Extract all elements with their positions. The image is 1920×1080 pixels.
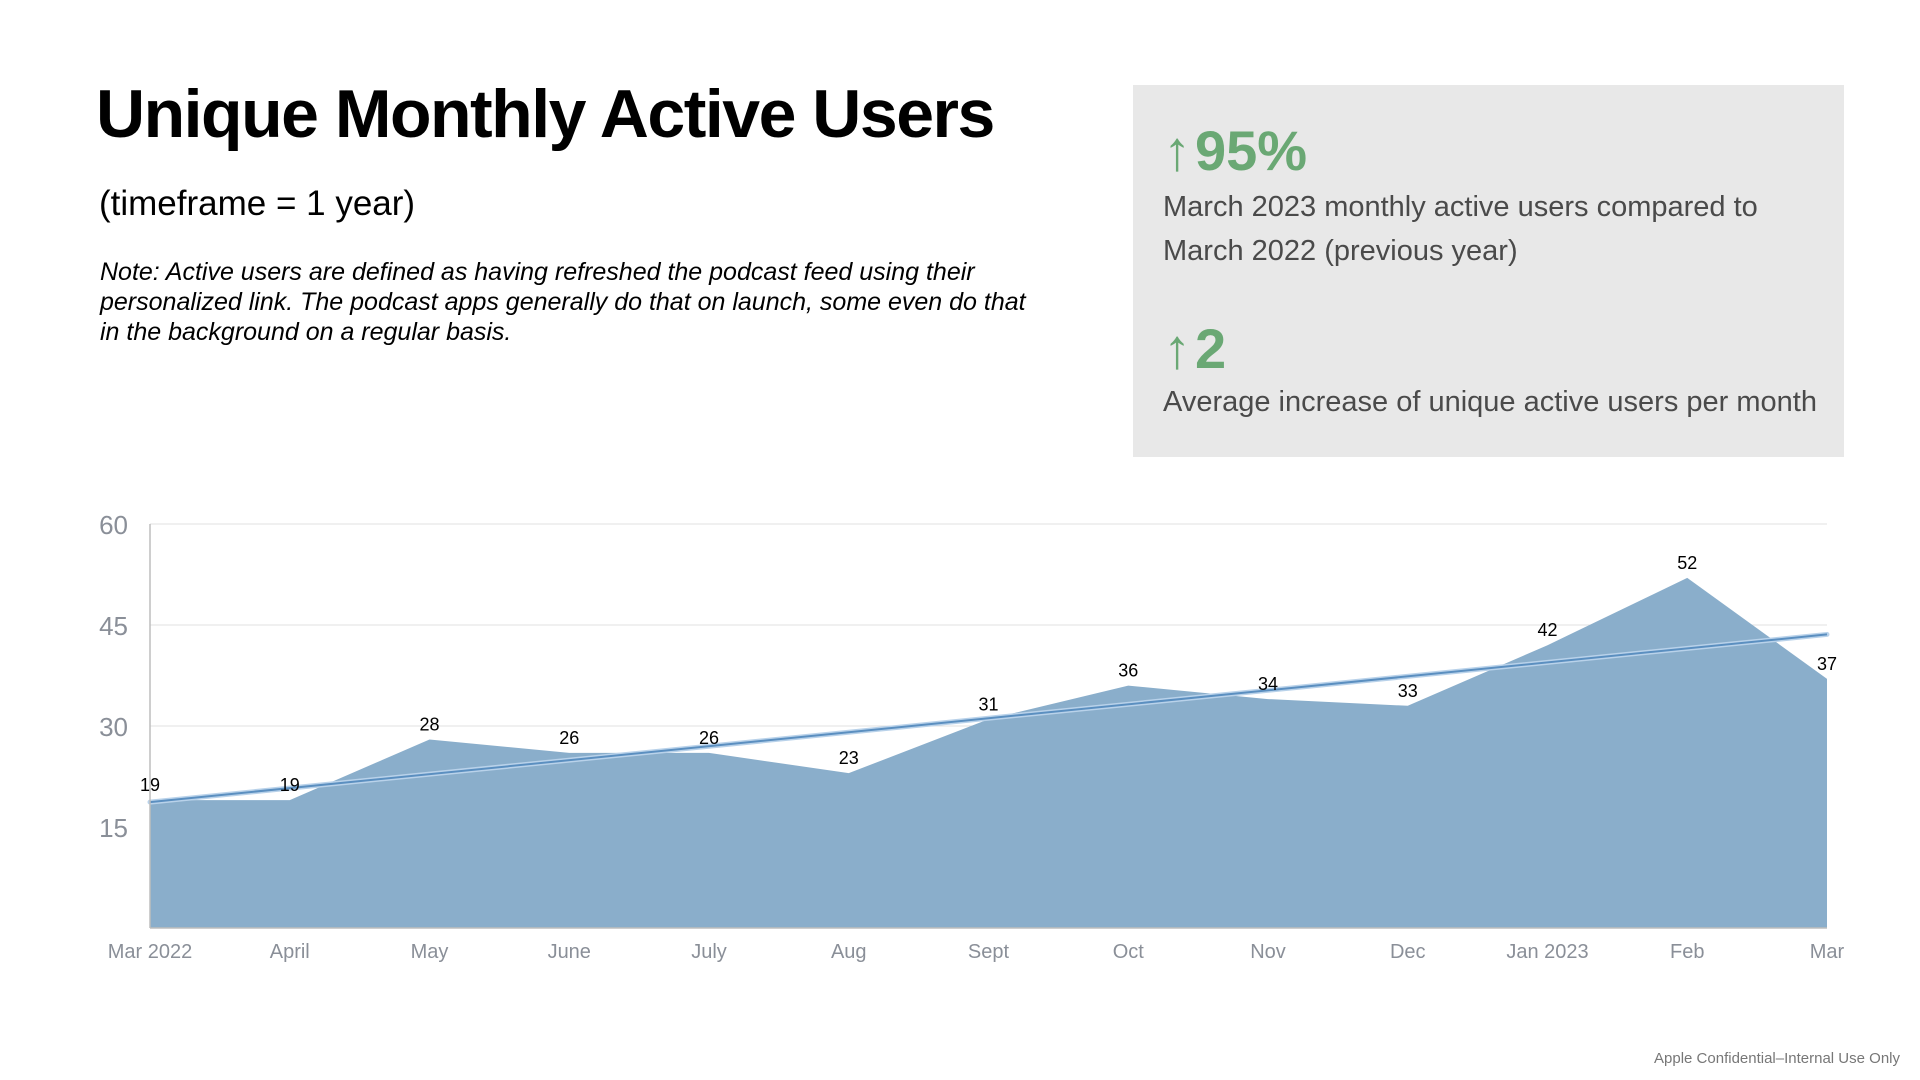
x-tick-label: June	[548, 941, 591, 963]
area-series-fill	[150, 577, 1827, 928]
area-series	[150, 577, 1827, 928]
active-users-chart: 19 19 28 26 26 23 31 36 34 33 42 52 37 15 30 45 60 Mar …	[99, 510, 1845, 963]
stat-yoy-value: ↑ 95%	[1163, 123, 1307, 179]
x-tick-label: May	[411, 941, 449, 963]
stat-yoy-number: 95%	[1195, 119, 1308, 182]
data-label: 26	[559, 728, 579, 748]
data-label: 23	[839, 748, 859, 768]
x-tick-label: July	[691, 941, 727, 963]
y-tick-label: 45	[99, 611, 128, 641]
stats-panel: ↑ 95% March 2023 monthly active users co…	[1133, 85, 1844, 457]
x-tick-label: Mar	[1810, 941, 1845, 963]
data-label: 42	[1537, 620, 1557, 640]
y-tick-labels: 15 30 45 60	[99, 510, 128, 843]
y-tick-label: 30	[99, 712, 128, 742]
data-label: 31	[978, 694, 998, 714]
stat-monthly-value: ↑ 2	[1163, 321, 1226, 377]
data-label: 33	[1398, 681, 1418, 701]
data-label: 19	[140, 775, 160, 795]
x-tick-label: April	[270, 941, 310, 963]
y-tick-label: 60	[99, 510, 128, 540]
x-tick-labels: Mar 2022 April May June July Aug Sept Oct Nov Dec…	[108, 941, 1845, 963]
x-tick-label: Mar 2022	[108, 941, 193, 963]
data-label: 52	[1677, 553, 1697, 573]
confidential-footer: Apple Confidential–Internal Use Only	[1654, 1050, 1900, 1067]
arrow-up-icon: ↑	[1163, 317, 1191, 380]
x-tick-label: Jan 2023	[1506, 941, 1588, 963]
stat-yoy-description: March 2023 monthly active users compared…	[1163, 191, 1758, 267]
y-tick-label: 15	[99, 813, 128, 843]
x-tick-label: Dec	[1390, 941, 1426, 963]
axes	[149, 524, 1827, 929]
data-label: 34	[1258, 674, 1278, 694]
x-tick-label: Oct	[1113, 941, 1145, 963]
data-label: 26	[699, 728, 719, 748]
x-tick-label: Nov	[1250, 941, 1286, 963]
data-labels: 19 19 28 26 26 23 31 36 34 33 42 52 37	[140, 553, 1837, 795]
data-label: 19	[280, 775, 300, 795]
data-label: 28	[419, 714, 439, 734]
stat-monthly-number: 2	[1195, 317, 1227, 380]
x-tick-label: Feb	[1670, 941, 1704, 963]
trend-line-group	[147, 631, 1830, 805]
x-tick-label: Sept	[968, 941, 1010, 963]
stat-monthly-description: Average increase of unique active users …	[1163, 386, 1817, 418]
arrow-up-icon: ↑	[1163, 119, 1191, 182]
trend-line	[149, 633, 1828, 804]
page-title: Unique Monthly Active Users	[96, 76, 995, 152]
timeframe-label: (timeframe = 1 year)	[99, 184, 416, 223]
definition-note: Note: Active users are defined as having…	[100, 258, 1026, 346]
data-label: 36	[1118, 661, 1138, 681]
x-tick-label: Aug	[831, 941, 867, 963]
data-label: 37	[1817, 654, 1837, 674]
